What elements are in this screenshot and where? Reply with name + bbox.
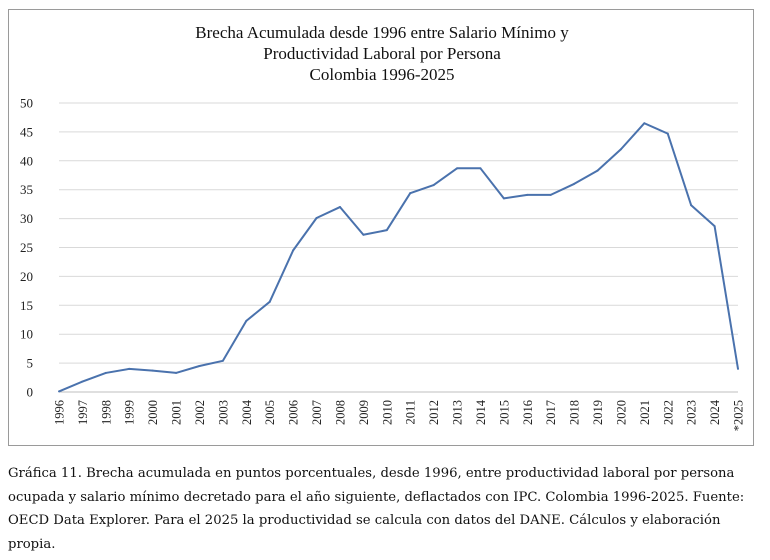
data-point <box>479 167 482 170</box>
data-point <box>666 132 669 135</box>
y-tick-label: 0 <box>27 385 34 400</box>
x-tick-label: 2000 <box>146 400 160 425</box>
y-tick-label: 5 <box>27 356 34 371</box>
figure-caption: Gráfica 11. Brecha acumulada en puntos p… <box>8 466 745 552</box>
x-tick-label: 2001 <box>170 400 184 425</box>
line-chart: 0 5 10 15 20 25 30 35 40 45 50 1996 1997 1998 1999 200… <box>20 96 746 432</box>
data-point <box>502 197 505 200</box>
data-point <box>456 167 459 170</box>
data-point <box>573 182 576 185</box>
data-point <box>268 300 271 303</box>
x-tick-label: 1996 <box>53 400 67 425</box>
y-axis-ticks: 0 5 10 15 20 25 30 35 40 45 50 <box>20 96 33 400</box>
data-point <box>409 192 412 195</box>
x-tick-label: 2004 <box>240 399 254 425</box>
y-tick-label: 10 <box>20 327 33 342</box>
chart-frame: Brecha Acumulada desde 1996 entre Salari… <box>8 9 754 446</box>
y-tick-label: 25 <box>20 240 33 255</box>
data-point <box>81 380 84 383</box>
y-tick-label: 45 <box>20 124 33 139</box>
x-axis-ticks: 1996 1997 1998 1999 2000 2001 2002 2003 2004 2005… <box>53 399 746 431</box>
chart-title-line-3: Colombia 1996-2025 <box>309 65 455 84</box>
y-tick-label: 35 <box>20 182 33 197</box>
data-point <box>338 206 341 209</box>
data-point <box>643 122 646 125</box>
x-tick-label: 2021 <box>638 400 652 425</box>
x-tick-label: *2025 <box>732 400 746 431</box>
x-tick-label: 2008 <box>333 400 347 425</box>
x-tick-label: 2018 <box>568 400 582 425</box>
data-point <box>549 193 552 196</box>
x-tick-label: 2017 <box>544 400 558 425</box>
data-point <box>175 371 178 374</box>
y-tick-label: 15 <box>20 298 33 313</box>
x-tick-label: 2002 <box>193 400 207 425</box>
data-point <box>737 367 739 370</box>
x-tick-label: 2010 <box>380 400 394 425</box>
x-tick-label: 2019 <box>591 400 605 425</box>
gridlines <box>59 102 738 393</box>
series-line <box>58 122 739 393</box>
y-tick-label: 50 <box>20 96 33 111</box>
data-point <box>104 371 107 374</box>
x-tick-label: 1998 <box>99 400 113 425</box>
x-tick-label: 2003 <box>216 400 230 425</box>
data-point <box>58 390 60 393</box>
x-tick-label: 2023 <box>685 400 699 425</box>
data-point <box>526 193 529 196</box>
data-point <box>315 217 318 220</box>
data-point <box>245 319 248 322</box>
x-tick-label: 2014 <box>474 399 488 425</box>
y-tick-label: 30 <box>20 211 33 226</box>
data-point <box>292 249 295 252</box>
data-point <box>619 148 622 151</box>
data-point <box>221 359 224 362</box>
x-tick-label: 2006 <box>287 400 301 425</box>
chart-title-line-2: Productividad Laboral por Persona <box>263 44 501 63</box>
x-tick-label: 2007 <box>310 400 324 425</box>
data-point <box>151 369 154 372</box>
x-tick-label: 2024 <box>708 399 722 425</box>
x-tick-label: 2013 <box>451 400 465 425</box>
x-tick-label: 2005 <box>263 400 277 425</box>
x-tick-label: 2020 <box>614 400 628 425</box>
x-tick-label: 2015 <box>497 400 511 425</box>
data-point <box>596 169 599 172</box>
y-tick-label: 20 <box>20 269 33 284</box>
x-tick-label: 2011 <box>404 400 418 425</box>
data-point <box>713 225 716 228</box>
x-tick-label: 2022 <box>661 400 675 425</box>
x-tick-label: 2016 <box>521 400 535 425</box>
data-point <box>432 184 435 187</box>
data-point <box>198 364 201 367</box>
series <box>58 122 739 393</box>
chart-title: Brecha Acumulada desde 1996 entre Salari… <box>9 22 755 85</box>
x-tick-label: 1997 <box>76 400 90 425</box>
y-tick-label: 40 <box>20 153 33 168</box>
x-tick-label: 2012 <box>427 400 441 425</box>
chart-title-line-1: Brecha Acumulada desde 1996 entre Salari… <box>195 23 569 42</box>
x-tick-label: 1999 <box>123 400 137 425</box>
data-point <box>690 204 693 207</box>
data-point <box>128 367 131 370</box>
data-point <box>362 233 365 236</box>
x-tick-label: 2009 <box>357 400 371 425</box>
data-point <box>385 229 388 232</box>
